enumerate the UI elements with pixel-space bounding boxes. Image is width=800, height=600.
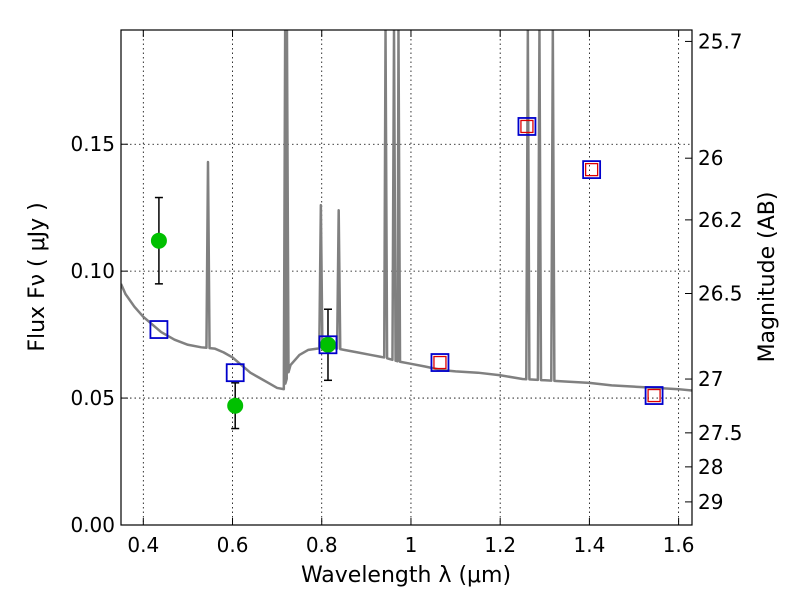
photometry-point — [319, 336, 336, 353]
x-tick-label: 0.6 — [217, 533, 249, 557]
model-flux-inner-square — [647, 388, 661, 403]
axis-ticks: 0.4 0.6 0.8 1 1.2 1.4 1.6 0.00 0.05 0.10 0.15 25.7 2… — [70, 29, 742, 557]
model-flux-square — [149, 320, 169, 339]
y2-tick-label: 25.7 — [698, 29, 743, 53]
x-tick-label: 0.8 — [306, 533, 338, 557]
y-axis-label: Flux Fν ( μJy ) — [25, 202, 50, 351]
model-flux-square — [582, 160, 602, 180]
grid — [121, 30, 692, 525]
x-tick-label: 1.6 — [663, 533, 695, 557]
model-flux-inner-square — [520, 119, 534, 134]
x-tick-label: 1.2 — [484, 533, 516, 557]
model-flux-inner-square — [433, 355, 447, 370]
model-flux-square — [225, 363, 245, 383]
y2-tick-label: 29 — [698, 490, 723, 514]
model-flux-square — [430, 353, 450, 372]
model-flux-square — [517, 117, 537, 136]
y2-tick-label: 27.5 — [698, 421, 743, 445]
y2-axis-label: Magnitude (AB) — [755, 192, 780, 363]
plot-area — [121, 30, 692, 430]
x-tick-label: 1 — [405, 533, 418, 557]
model-flux-inner-square — [584, 162, 599, 177]
y2-tick-label: 26.5 — [698, 281, 743, 305]
y2-tick-label: 26.2 — [698, 208, 743, 232]
x-axis-label: Wavelength λ (μm) — [301, 563, 511, 588]
y-tick-label: 0.10 — [70, 259, 115, 283]
y-tick-label: 0.00 — [70, 513, 115, 537]
x-tick-label: 0.4 — [127, 533, 159, 557]
sed-model-line — [121, 30, 692, 392]
y2-tick-label: 28 — [698, 455, 723, 479]
model-flux-square — [644, 386, 664, 405]
photometry-point — [150, 232, 167, 249]
y-tick-label: 0.05 — [70, 386, 115, 410]
plot-frame — [120, 29, 693, 526]
y-tick-label: 0.15 — [70, 132, 115, 156]
x-tick-label: 1.4 — [573, 533, 605, 557]
model-flux-square — [318, 335, 338, 355]
photometry-point — [227, 397, 244, 414]
y2-tick-label: 27 — [698, 367, 723, 391]
y2-tick-label: 26 — [698, 146, 723, 170]
